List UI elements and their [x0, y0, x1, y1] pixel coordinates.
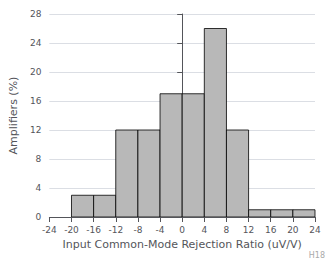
- svg-text:20: 20: [287, 225, 299, 235]
- svg-text:8: 8: [224, 225, 230, 235]
- svg-text:28: 28: [30, 9, 42, 19]
- svg-text:-8: -8: [133, 225, 142, 235]
- svg-text:-16: -16: [86, 225, 101, 235]
- svg-text:4: 4: [36, 183, 42, 193]
- svg-text:4: 4: [201, 225, 207, 235]
- svg-text:Input Common-Mode Rejection Ra: Input Common-Mode Rejection Ratio (uV/V): [62, 238, 301, 251]
- svg-text:12: 12: [243, 225, 254, 235]
- svg-text:Amplifiers (%): Amplifiers (%): [7, 77, 20, 155]
- svg-text:-4: -4: [156, 225, 165, 235]
- svg-text:12: 12: [30, 125, 41, 135]
- svg-text:8: 8: [36, 154, 42, 164]
- svg-text:H18: H18: [309, 251, 325, 260]
- svg-text:-24: -24: [42, 225, 57, 235]
- svg-text:-20: -20: [64, 225, 79, 235]
- svg-text:16: 16: [265, 225, 277, 235]
- svg-text:0: 0: [179, 225, 185, 235]
- svg-text:24: 24: [309, 225, 321, 235]
- svg-text:-12: -12: [108, 225, 123, 235]
- svg-text:0: 0: [36, 212, 42, 222]
- svg-text:24: 24: [30, 38, 42, 48]
- svg-text:20: 20: [30, 67, 42, 77]
- svg-text:16: 16: [30, 96, 42, 106]
